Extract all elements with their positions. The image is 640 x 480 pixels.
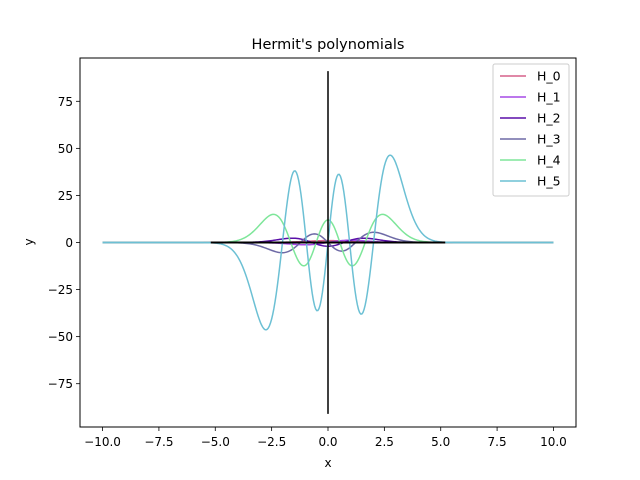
- x-tick-label: 2.5: [375, 435, 394, 449]
- y-tick-label: −25: [48, 283, 73, 297]
- x-tick-label: −5.0: [201, 435, 230, 449]
- y-tick-label: 0: [65, 236, 73, 250]
- plot-area: [102, 71, 554, 414]
- y-tick-label: −75: [48, 377, 73, 391]
- x-tick-label: 5.0: [431, 435, 450, 449]
- legend-label: H_5: [537, 174, 561, 189]
- x-tick-label: −2.5: [257, 435, 286, 449]
- x-tick-label: −7.5: [144, 435, 173, 449]
- legend-label: H_3: [537, 132, 561, 147]
- x-tick-label: −10.0: [84, 435, 121, 449]
- x-axis: −10.0 −7.5 −5.0 −2.5 0.0 2.5 5.0 7.5 10.0: [84, 427, 567, 449]
- x-tick-label: 7.5: [488, 435, 507, 449]
- y-tick-label: 25: [58, 189, 73, 203]
- legend-label: H_0: [537, 69, 561, 84]
- legend: H_0 H_1 H_2 H_3 H_4 H_5: [492, 63, 570, 197]
- y-axis-label: y: [22, 238, 36, 245]
- legend-label: H_1: [537, 90, 561, 105]
- y-tick-label: 50: [58, 142, 73, 156]
- y-tick-label: −50: [48, 330, 73, 344]
- x-tick-label: 10.0: [540, 435, 567, 449]
- legend-label: H_4: [537, 153, 561, 168]
- x-tick-label: 0.0: [318, 435, 337, 449]
- y-axis: −75 −50 −25 0 25 50 75: [48, 95, 80, 391]
- y-tick-label: 75: [58, 95, 73, 109]
- x-axis-label: x: [324, 456, 331, 470]
- legend-label: H_2: [537, 111, 561, 126]
- chart-title: Hermit's polynomials: [252, 37, 405, 53]
